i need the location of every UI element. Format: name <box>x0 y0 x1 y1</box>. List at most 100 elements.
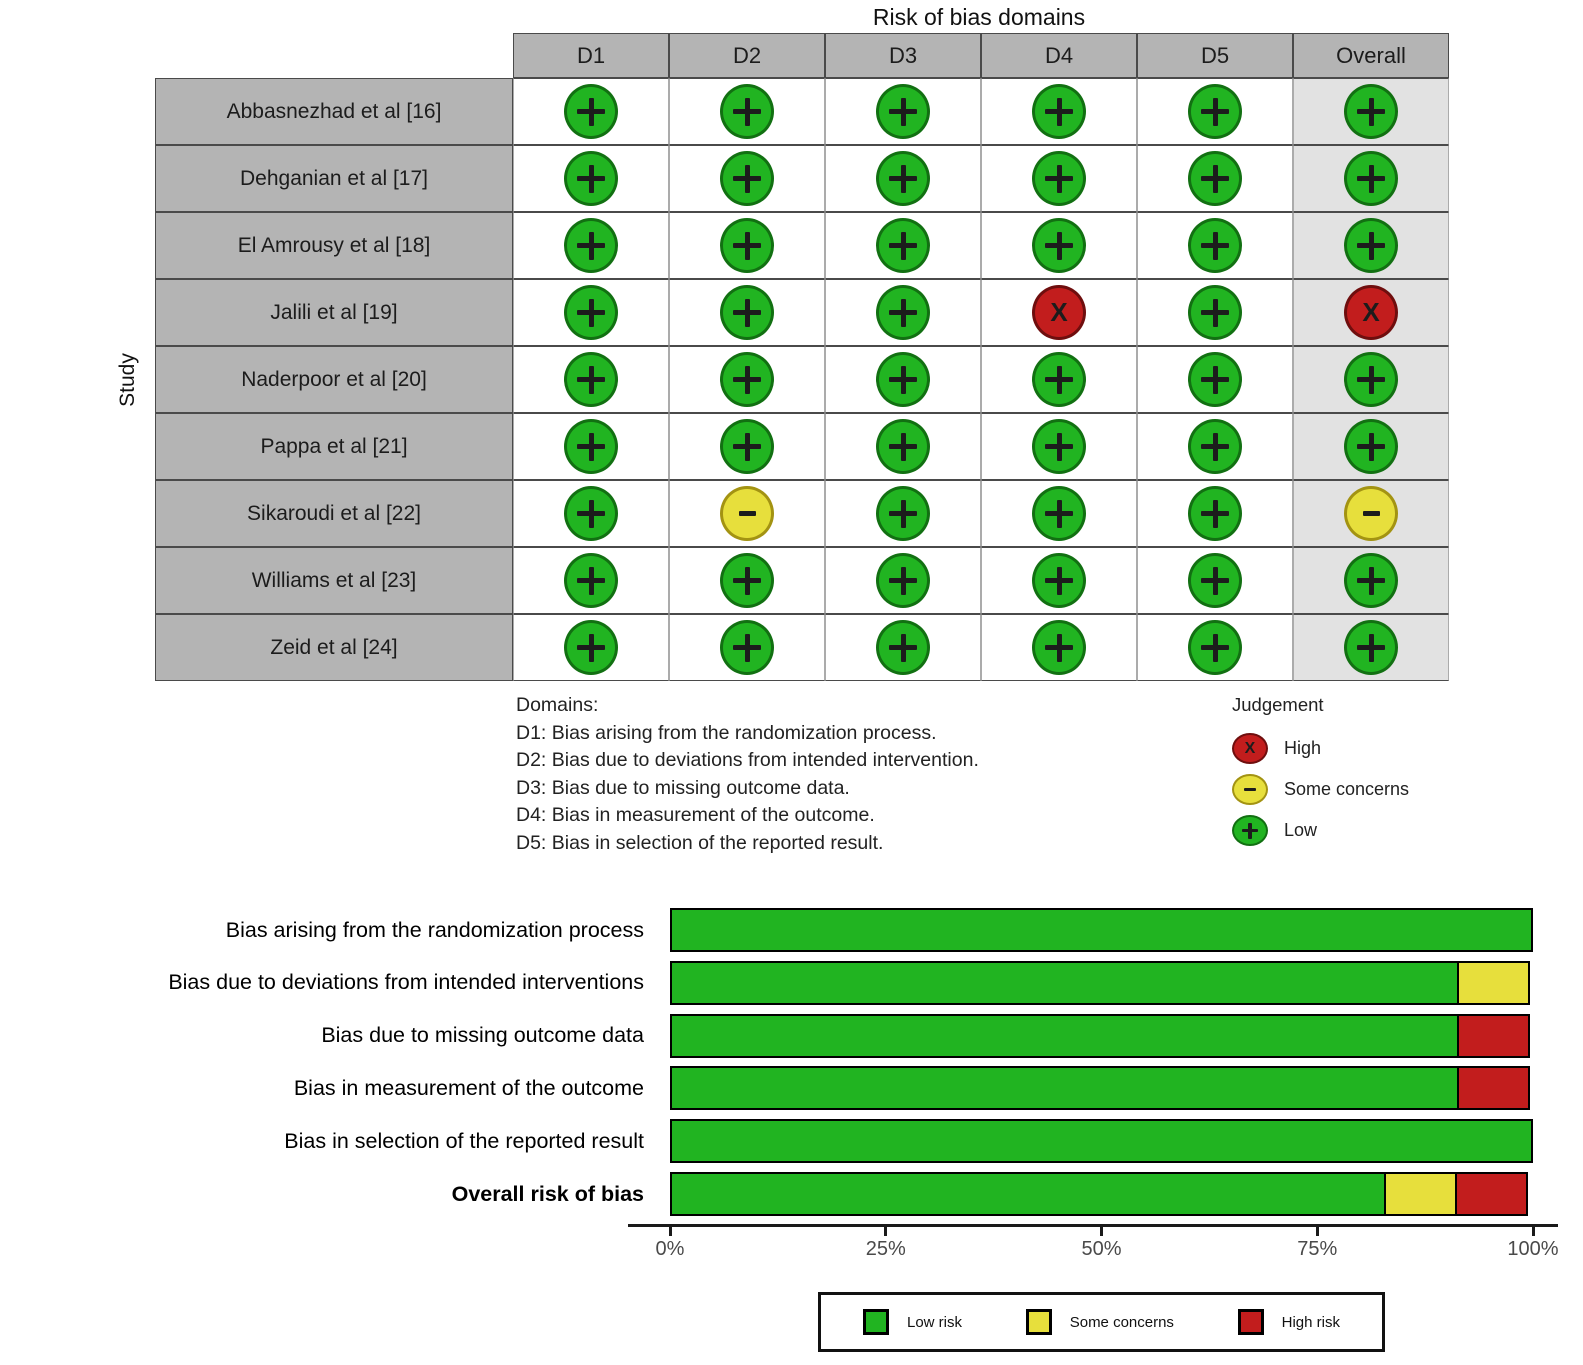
judgement-cell <box>825 279 981 346</box>
judgement-low-icon <box>564 84 618 139</box>
judgement-high-icon: X <box>1232 733 1268 764</box>
x-axis-tick <box>884 1227 888 1236</box>
bar-segment-high <box>1457 1013 1531 1058</box>
judgement-cell <box>669 279 825 346</box>
bar-segment-low <box>670 1119 1533 1164</box>
judgement-low-icon <box>720 285 774 340</box>
judgement-low-icon <box>1344 352 1398 407</box>
judgement-low-icon <box>1032 352 1086 407</box>
study-label: Williams et al [23] <box>155 547 513 614</box>
judgement-cell <box>1137 614 1293 681</box>
judgement-low-icon <box>1188 553 1242 608</box>
judgement-low-icon <box>1344 151 1398 206</box>
judgement-low-icon <box>564 553 618 608</box>
judgement-low-icon <box>720 218 774 273</box>
x-axis-tick-label: 100% <box>1507 1238 1559 1260</box>
risk-legend-swatch-some <box>1025 1309 1052 1335</box>
risk-legend-swatch-low <box>863 1309 889 1335</box>
bar-segment-high <box>1454 1172 1528 1216</box>
traffic-light-table: D1 D2 D3 D4 D5 Overall Abbasnezhad et al [16] D… <box>155 33 1449 681</box>
column-header-d5: D5 <box>1137 33 1293 78</box>
judgement-low-icon <box>1188 419 1242 474</box>
judgement-low-icon <box>1032 84 1086 139</box>
judgement-cell: X <box>1293 279 1449 346</box>
judgement-cell <box>513 413 669 480</box>
judgement-low-icon <box>564 218 618 273</box>
x-axis-tick-label: 50% <box>1081 1238 1122 1260</box>
judgement-low-icon <box>1188 486 1242 541</box>
judgement-cell <box>669 614 825 681</box>
judgement-cell: X <box>981 279 1137 346</box>
judgement-some-icon <box>1232 774 1268 805</box>
study-label: Naderpoor et al [20] <box>155 346 513 413</box>
judgement-low-icon <box>876 419 930 474</box>
judgement-cell <box>981 614 1137 681</box>
judgement-cell <box>1137 279 1293 346</box>
judgement-legend-item: X High <box>1232 728 1409 769</box>
risk-legend-label: Some concerns <box>1069 1313 1174 1331</box>
study-label: Dehganian et al [17] <box>155 145 513 212</box>
column-header-d2: D2 <box>669 33 825 78</box>
judgement-low-icon <box>1032 419 1086 474</box>
judgement-low-icon <box>876 352 930 407</box>
judgement-cell <box>981 346 1137 413</box>
bar-category-label: Overall risk of bias <box>451 1181 644 1206</box>
judgement-cell <box>669 145 825 212</box>
judgement-cell <box>669 413 825 480</box>
domains-note: Domains: D1: Bias arising from the rando… <box>516 692 979 857</box>
judgement-cell <box>981 212 1137 279</box>
judgement-cell <box>1293 346 1449 413</box>
judgement-legend-heading: Judgement <box>1232 694 1324 715</box>
domains-note-line: D2: Bias due to deviations from intended… <box>516 749 979 771</box>
judgement-legend-label: High <box>1284 738 1322 758</box>
judgement-low-icon <box>1032 486 1086 541</box>
judgement-low-icon <box>1344 419 1398 474</box>
judgement-cell <box>1137 413 1293 480</box>
study-label: Sikaroudi et al [22] <box>155 480 513 547</box>
judgement-cell <box>981 413 1137 480</box>
judgement-some-icon <box>720 486 774 541</box>
judgement-low-icon <box>720 553 774 608</box>
judgement-cell <box>981 480 1137 547</box>
judgement-cell <box>825 78 981 145</box>
judgement-low-icon <box>1188 620 1242 675</box>
bar-row: Bias due to missing outcome data <box>0 1013 1533 1058</box>
x-axis-tick-label: 0% <box>655 1238 685 1260</box>
column-header-overall: Overall <box>1293 33 1449 78</box>
bar-category-label: Bias in selection of the reported result <box>284 1128 644 1153</box>
column-header-d3: D3 <box>825 33 981 78</box>
judgement-cell <box>1293 614 1449 681</box>
judgement-high-icon: X <box>1032 285 1086 340</box>
judgement-low-icon <box>564 620 618 675</box>
risk-legend-box: Low risk Some concerns High risk <box>818 1292 1385 1352</box>
bar-track <box>670 1119 1533 1164</box>
x-axis-tick-label: 75% <box>1297 1238 1338 1260</box>
x-axis-tick <box>1315 1227 1319 1236</box>
judgement-cell <box>1293 547 1449 614</box>
judgement-low-icon <box>1032 218 1086 273</box>
judgement-cell <box>825 145 981 212</box>
judgement-cell <box>1137 145 1293 212</box>
bar-segment-low <box>670 960 1460 1005</box>
judgement-low-icon <box>1188 84 1242 139</box>
judgement-low-icon <box>1032 553 1086 608</box>
judgement-cell <box>825 346 981 413</box>
judgement-cell <box>825 480 981 547</box>
study-label: El Amrousy et al [18] <box>155 212 513 279</box>
bar-track <box>670 1013 1533 1058</box>
domains-note-line: D3: Bias due to missing outcome data. <box>516 776 850 799</box>
traffic-light-title: Risk of bias domains <box>872 4 1086 30</box>
domains-note-line: D1: Bias arising from the randomization … <box>516 721 937 744</box>
risk-legend-item: Some concerns <box>1025 1309 1174 1335</box>
judgement-low-icon <box>720 419 774 474</box>
bar-segment-low <box>670 1066 1460 1111</box>
judgement-low-icon <box>564 486 618 541</box>
judgement-low-icon <box>876 553 930 608</box>
judgement-cell <box>513 212 669 279</box>
bar-row: Bias arising from the randomization proc… <box>0 908 1533 952</box>
bar-category-label: Bias due to deviations from intended int… <box>168 970 644 995</box>
judgement-cell <box>1137 78 1293 145</box>
bar-track <box>670 960 1533 1005</box>
judgement-cell <box>513 346 669 413</box>
